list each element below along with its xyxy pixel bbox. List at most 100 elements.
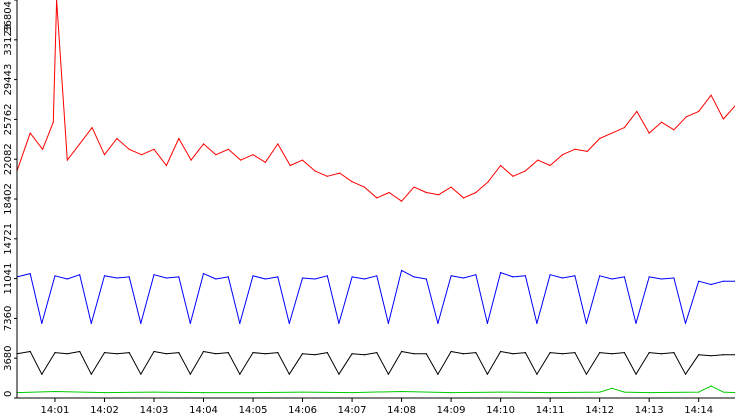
x-tick-label-13: 14:14 xyxy=(684,405,713,415)
series-0-point-18 xyxy=(227,148,229,150)
series-2-point-2 xyxy=(41,373,43,375)
series-3-point-14 xyxy=(623,391,626,393)
series-0-point-23 xyxy=(289,164,291,167)
series-1-point-57 xyxy=(722,280,725,282)
series-0-point-54 xyxy=(673,129,675,131)
series-1-point-48 xyxy=(611,278,613,280)
series-1-point-36 xyxy=(462,277,465,279)
y-tick-label-5: 18402 xyxy=(3,183,14,215)
y-tick-label-1: 3680 xyxy=(3,345,14,370)
series-0-point-48 xyxy=(599,137,601,140)
series-2-point-12 xyxy=(165,353,167,355)
series-2-point-8 xyxy=(116,353,118,355)
axis-layer: 0 3680 7360 11041 14721 18402 22082 25762 29443 3… xyxy=(3,0,735,415)
series-0-point-56 xyxy=(698,110,700,112)
series-1-point-10 xyxy=(140,322,142,324)
series-1-point-53 xyxy=(673,277,675,279)
series-2-point-45 xyxy=(574,352,576,354)
series-3-point-6 xyxy=(301,391,304,393)
series-2-point-22 xyxy=(288,373,290,375)
series-0-point-10 xyxy=(128,148,130,150)
series-3-point-17 xyxy=(710,385,712,387)
series-2-point-3 xyxy=(54,352,56,354)
y-tick-label-4: 14721 xyxy=(3,223,14,255)
series-2-point-47 xyxy=(599,352,601,354)
series-0-point-41 xyxy=(512,175,514,177)
series-0-point-46 xyxy=(574,148,576,150)
series-0-point-28 xyxy=(351,181,353,183)
x-tick-label-4: 14:05 xyxy=(239,405,268,415)
series-3-point-2 xyxy=(103,392,106,394)
series-2-point-9 xyxy=(128,352,130,354)
series-2-point-16 xyxy=(215,353,217,355)
x-tick-label-11: 14:12 xyxy=(585,405,614,415)
series-0-point-38 xyxy=(475,191,477,194)
series-1-point-46 xyxy=(585,322,588,324)
series-0-point-15 xyxy=(190,159,192,161)
series-2-point-52 xyxy=(660,353,663,355)
series-0-point-7 xyxy=(91,127,93,129)
series-1-point-49 xyxy=(623,276,626,278)
series-2-point-46 xyxy=(585,373,588,375)
series-0-point-26 xyxy=(326,175,328,177)
series-0-point-2 xyxy=(42,148,44,150)
series-2-point-20 xyxy=(264,353,266,355)
series-2-point-11 xyxy=(153,350,155,353)
series-0-point-40 xyxy=(500,164,502,167)
series-2-point-31 xyxy=(401,350,403,353)
series-1-point-52 xyxy=(660,278,663,280)
series-0-point-33 xyxy=(413,186,415,188)
series-0-point-43 xyxy=(537,159,539,161)
series-0-point-20 xyxy=(252,154,254,156)
series-1-point-3 xyxy=(54,275,56,277)
series-0-point-42 xyxy=(524,170,527,172)
series-line-0 xyxy=(16,0,735,202)
series-3-point-16 xyxy=(698,391,700,393)
series-line-2 xyxy=(16,351,735,375)
y-tick-label-3: 11041 xyxy=(3,263,14,295)
series-2-point-5 xyxy=(79,350,81,353)
series-1-point-44 xyxy=(561,277,564,279)
series-2-point-48 xyxy=(611,353,613,355)
series-0-point-22 xyxy=(277,143,279,145)
series-2-point-41 xyxy=(524,352,527,354)
series-1-point-47 xyxy=(599,275,601,277)
series-line-1 xyxy=(16,269,735,324)
series-1-point-22 xyxy=(288,322,290,324)
series-1-point-1 xyxy=(29,273,31,275)
y-tick-label-10: 36804 xyxy=(3,1,14,33)
series-3-point-8 xyxy=(401,390,403,393)
series-0-point-31 xyxy=(388,191,390,194)
series-1-point-39 xyxy=(500,272,502,274)
series-1-point-2 xyxy=(41,322,43,324)
series-0-point-6 xyxy=(79,143,81,145)
series-0-point-39 xyxy=(487,181,489,183)
series-1-point-54 xyxy=(684,322,687,324)
series-1-point-5 xyxy=(79,274,81,276)
series-0-point-25 xyxy=(314,170,316,172)
series-1-point-7 xyxy=(103,275,106,277)
series-3-point-13 xyxy=(611,387,613,389)
series-2-point-38 xyxy=(486,373,488,375)
series-2-point-35 xyxy=(450,350,452,353)
series-1-point-12 xyxy=(165,277,167,279)
series-1-point-4 xyxy=(66,278,68,280)
series-0-point-37 xyxy=(462,197,465,199)
series-1-point-29 xyxy=(376,275,378,277)
series-1-point-11 xyxy=(153,274,155,276)
series-2-point-55 xyxy=(698,354,700,356)
series-1-point-16 xyxy=(215,278,217,280)
series-0-point-50 xyxy=(623,127,626,129)
series-3-point-10 xyxy=(500,391,502,393)
series-2-point-51 xyxy=(648,352,650,354)
series-1-point-14 xyxy=(189,322,191,324)
x-tick-label-3: 14:04 xyxy=(189,405,218,415)
series-1-point-18 xyxy=(239,322,241,324)
x-tick-label-2: 14:03 xyxy=(140,405,169,415)
series-1-point-41 xyxy=(524,275,527,277)
series-0-point-49 xyxy=(611,132,613,134)
series-1-point-15 xyxy=(202,273,205,275)
y-tick-label-6: 22082 xyxy=(3,143,14,175)
series-2-point-27 xyxy=(351,353,353,355)
series-2-point-1 xyxy=(29,350,31,353)
